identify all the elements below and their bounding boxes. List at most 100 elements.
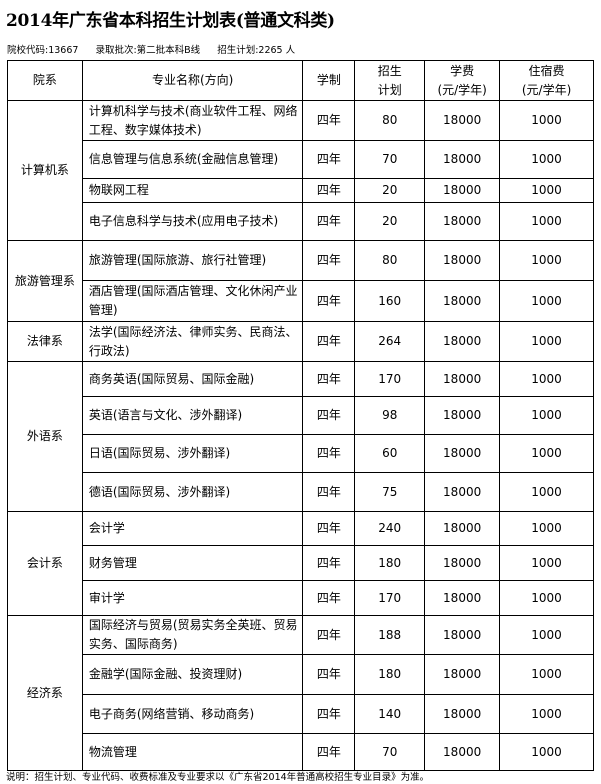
major-cell: 旅游管理(国际旅游、旅行社管理) xyxy=(81,240,304,281)
plan-cell: 140 xyxy=(354,694,426,734)
dorm-cell: 1000 xyxy=(499,100,594,141)
years-cell: 四年 xyxy=(302,361,356,397)
plan-cell: 160 xyxy=(354,280,426,322)
major-cell: 电子信息科学与技术(应用电子技术) xyxy=(81,202,304,241)
table-row: 物联网工程 四年 20 18000 1000 xyxy=(8,178,594,203)
years-cell: 四年 xyxy=(302,140,356,179)
department-cell: 外语系 xyxy=(7,361,83,512)
table-row: 外语系 商务英语(国际贸易、国际金融) 四年 170 18000 1000 xyxy=(7,361,594,512)
dorm-cell: 1000 xyxy=(499,178,594,203)
plan-cell: 20 xyxy=(354,202,426,241)
fee-cell: 18000 xyxy=(424,396,501,435)
years-cell: 四年 xyxy=(302,580,356,616)
major-cell: 国际经济与贸易(贸易实务全英班、贸易实务、国际商务) xyxy=(81,615,304,655)
major-cell: 物流管理 xyxy=(81,733,304,771)
department-cell: 法律系 xyxy=(7,321,83,362)
fee-cell: 18000 xyxy=(424,472,501,512)
batch: 录取批次:第二批本科B线 xyxy=(95,45,201,56)
fee-cell: 18000 xyxy=(424,434,501,473)
table-row: 电子信息科学与技术(应用电子技术) 四年 20 18000 1000 xyxy=(8,202,594,241)
dorm-cell: 1000 xyxy=(499,511,594,546)
column-header: 专业名称(方向) xyxy=(81,60,304,101)
plan-cell: 170 xyxy=(354,361,426,397)
years-cell: 四年 xyxy=(302,511,356,546)
plan-cell: 98 xyxy=(354,396,426,435)
column-header: 住宿费 (元/学年) xyxy=(499,60,594,101)
table-row: 电子商务(网络营销、移动商务) 四年 140 18000 1000 xyxy=(8,694,594,734)
department-cell: 会计系 xyxy=(7,511,83,616)
dorm-cell: 1000 xyxy=(499,615,594,655)
dorm-cell: 1000 xyxy=(499,580,594,616)
fee-cell: 18000 xyxy=(424,545,501,581)
fee-cell: 18000 xyxy=(424,178,501,203)
plan-cell: 80 xyxy=(354,100,426,141)
column-header: 招生 计划 xyxy=(354,60,426,101)
department-cell: 经济系 xyxy=(7,615,83,771)
plan-cell: 170 xyxy=(354,580,426,616)
fee-cell: 18000 xyxy=(424,202,501,241)
major-cell: 会计学 xyxy=(81,511,304,546)
department-cell: 旅游管理系 xyxy=(7,240,83,322)
table-row: 计算机系 计算机科学与技术(商业软件工程、网络工程、数字媒体技术) 四年 80 1800… xyxy=(7,100,594,241)
dorm-cell: 1000 xyxy=(499,654,594,695)
total-plan: 招生计划:2265 人 xyxy=(217,45,296,56)
column-header: 学制 xyxy=(302,60,356,101)
table-row: 法律系 法学(国际经济法、律师实务、民商法、行政法) 四年 264 18000 1000 xyxy=(7,321,594,362)
years-cell: 四年 xyxy=(302,396,356,435)
table-row: 财务管理 四年 180 18000 1000 xyxy=(8,545,594,581)
fee-cell: 18000 xyxy=(424,361,501,397)
footnote: 说明：招生计划、专业代码、收费标准及专业要求以《广东省2014年普通高校招生专业… xyxy=(6,772,430,783)
table-row: 金融学(国际金融、投资理财) 四年 180 18000 1000 xyxy=(8,654,594,695)
dorm-cell: 1000 xyxy=(499,321,594,362)
major-cell: 物联网工程 xyxy=(81,178,304,203)
major-cell: 信息管理与信息系统(金融信息管理) xyxy=(81,140,304,179)
fee-cell: 18000 xyxy=(424,280,501,322)
plan-cell: 60 xyxy=(354,434,426,473)
major-cell: 金融学(国际金融、投资理财) xyxy=(81,654,304,695)
years-cell: 四年 xyxy=(302,434,356,473)
dorm-cell: 1000 xyxy=(499,280,594,322)
table-row: 日语(国际贸易、涉外翻译) 四年 60 18000 1000 xyxy=(8,434,594,473)
page-title: 2014年广东省本科招生计划表(普通文科类) xyxy=(6,11,335,31)
plan-cell: 80 xyxy=(354,240,426,281)
major-cell: 商务英语(国际贸易、国际金融) xyxy=(81,361,304,397)
table-row: 德语(国际贸易、涉外翻译) 四年 75 18000 1000 xyxy=(8,472,594,512)
table-row: 旅游管理系 旅游管理(国际旅游、旅行社管理) 四年 80 18000 1000 xyxy=(7,240,594,322)
department-cell: 计算机系 xyxy=(7,100,83,241)
major-cell: 德语(国际贸易、涉外翻译) xyxy=(81,472,304,512)
fee-cell: 18000 xyxy=(424,511,501,546)
school-code: 院校代码:13667 xyxy=(7,45,79,56)
meta-line: 院校代码:13667 录取批次:第二批本科B线 招生计划:2265 人 xyxy=(7,42,309,56)
plan-cell: 20 xyxy=(354,178,426,203)
enrollment-table: 院系 专业名称(方向) 学制 招生 计划 学费 (元/学年) 住宿费 (元/学年) 计算机… xyxy=(7,60,594,771)
table-row: 审计学 四年 170 18000 1000 xyxy=(8,580,594,616)
years-cell: 四年 xyxy=(302,280,356,322)
major-cell: 财务管理 xyxy=(81,545,304,581)
fee-cell: 18000 xyxy=(424,100,501,141)
years-cell: 四年 xyxy=(302,654,356,695)
years-cell: 四年 xyxy=(302,321,356,362)
table-row: 英语(语言与文化、涉外翻译) 四年 98 18000 1000 xyxy=(8,396,594,435)
fee-cell: 18000 xyxy=(424,580,501,616)
major-cell: 电子商务(网络营销、移动商务) xyxy=(81,694,304,734)
table-row: 酒店管理(国际酒店管理、文化休闲产业管理) 四年 160 18000 1000 xyxy=(8,280,594,322)
column-header: 学费 (元/学年) xyxy=(424,60,501,101)
table-row: 物流管理 四年 70 18000 1000 xyxy=(8,733,594,771)
plan-cell: 75 xyxy=(354,472,426,512)
plan-cell: 180 xyxy=(354,545,426,581)
fee-cell: 18000 xyxy=(424,654,501,695)
plan-cell: 240 xyxy=(354,511,426,546)
years-cell: 四年 xyxy=(302,178,356,203)
dorm-cell: 1000 xyxy=(499,434,594,473)
plan-cell: 70 xyxy=(354,140,426,179)
years-cell: 四年 xyxy=(302,202,356,241)
dorm-cell: 1000 xyxy=(499,140,594,179)
dorm-cell: 1000 xyxy=(499,240,594,281)
table-row: 信息管理与信息系统(金融信息管理) 四年 70 18000 1000 xyxy=(8,140,594,179)
column-header: 院系 xyxy=(7,60,83,101)
dorm-cell: 1000 xyxy=(499,694,594,734)
major-cell: 英语(语言与文化、涉外翻译) xyxy=(81,396,304,435)
years-cell: 四年 xyxy=(302,545,356,581)
major-cell: 日语(国际贸易、涉外翻译) xyxy=(81,434,304,473)
plan-cell: 70 xyxy=(354,733,426,771)
